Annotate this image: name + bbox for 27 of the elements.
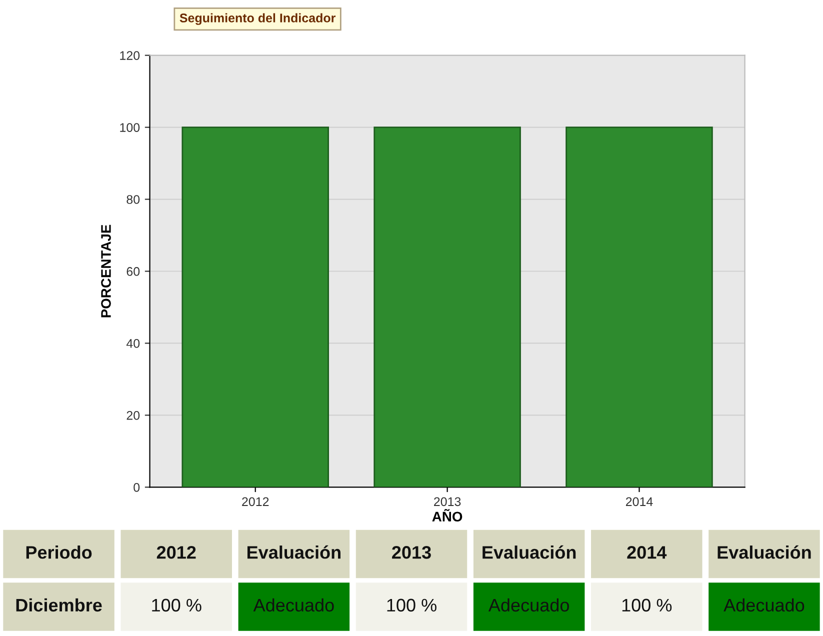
category-label: 2014 bbox=[627, 546, 667, 559]
text: Evaluación bbox=[482, 545, 576, 559]
text: Adecuado bbox=[488, 598, 569, 612]
x-tick-label: 2013 bbox=[434, 497, 461, 506]
text: Diciembre bbox=[16, 598, 102, 612]
y-tick-label: 60 bbox=[126, 267, 140, 276]
text: Adecuado bbox=[253, 598, 334, 612]
category-label: 2012 bbox=[156, 546, 196, 559]
text: Periodo bbox=[26, 546, 92, 559]
y-tick-label: 100 bbox=[120, 123, 140, 132]
x-tick-label: 2014 bbox=[626, 497, 653, 506]
data-label: 100 % bbox=[387, 598, 436, 612]
y-axis-title: PORCENTAJE bbox=[101, 224, 111, 318]
y-tick-label: 80 bbox=[126, 195, 140, 204]
y-tick-label: 0 bbox=[134, 482, 140, 492]
text: Evaluación bbox=[247, 545, 340, 559]
y-tick-label: 120 bbox=[120, 51, 140, 60]
x-axis-title: AÑO bbox=[432, 509, 462, 522]
x-tick-label: 2012 bbox=[242, 497, 269, 506]
y-tick-label: 40 bbox=[126, 339, 140, 348]
text: Evaluación bbox=[718, 545, 811, 559]
y-tick-label: 20 bbox=[126, 411, 140, 420]
category-label: 2013 bbox=[392, 546, 431, 559]
data-label: 100 % bbox=[622, 598, 672, 612]
chart-title: Seguimiento del Indicador bbox=[180, 13, 336, 25]
text: Adecuado bbox=[724, 598, 804, 612]
data-label: 100 % bbox=[152, 598, 202, 612]
